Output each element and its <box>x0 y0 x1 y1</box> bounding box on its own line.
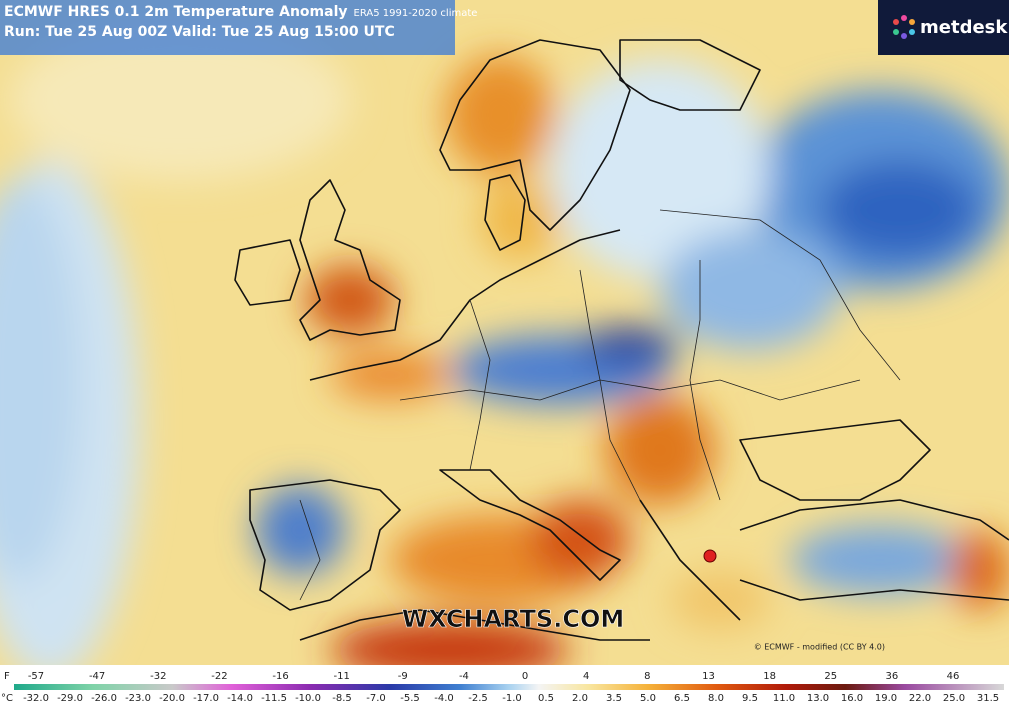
colorbar-c-label: 8.0 <box>708 693 724 704</box>
colorbar-f-label: 0 <box>522 671 528 682</box>
colorbar-c-label: 0.5 <box>538 693 554 704</box>
borders <box>299 209 901 601</box>
colorbar-f-label: -47 <box>89 671 105 682</box>
colorbar-c-label: 3.5 <box>606 693 622 704</box>
location-marker <box>703 549 717 563</box>
colorbar-c-labels: -32.0 -29.0 -26.0 -23.0 -20.0 -17.0 -14.0 -11.5… <box>23 693 999 704</box>
colorbar-f-labels: -57 -47 -32 -22 -16 -11 -9 -4 0 4 8 13 18 25 36 46 <box>28 671 960 682</box>
colorbar-c-label: 6.5 <box>674 693 690 704</box>
colorbar-strip <box>14 684 1004 690</box>
colorbar-c-label: -20.0 <box>159 693 185 704</box>
credit: © ECMWF - modified (CC BY 4.0) <box>754 643 885 652</box>
colorbar-c-label: 2.0 <box>572 693 588 704</box>
colorbar-f-unit: F <box>4 671 10 682</box>
colorbar-c-label: -4.0 <box>434 693 454 704</box>
colorbar-c-label: -10.0 <box>295 693 321 704</box>
colorbar-c-label: -7.0 <box>366 693 386 704</box>
colorbar-c-label: -29.0 <box>57 693 83 704</box>
colorbar-c-label: -1.0 <box>502 693 522 704</box>
colorbar-f-label: 36 <box>885 671 898 682</box>
colorbar-c-label: 22.0 <box>909 693 931 704</box>
colorbar-c-label: 19.0 <box>875 693 897 704</box>
colorbar-c-label: -32.0 <box>23 693 49 704</box>
colorbar-f-label: -32 <box>150 671 166 682</box>
colorbar-c-label: 5.0 <box>640 693 656 704</box>
colorbar-c-label: -26.0 <box>91 693 117 704</box>
colorbar-f-label: -57 <box>28 671 44 682</box>
colorbar-f-label: 18 <box>763 671 776 682</box>
logo-icon <box>893 15 915 39</box>
colorbar-c-label: -14.0 <box>227 693 253 704</box>
logo-box <box>878 0 1009 55</box>
colorbar-f-label: -22 <box>211 671 227 682</box>
colorbar-f-label: 8 <box>644 671 650 682</box>
colorbar-f-label: 25 <box>824 671 837 682</box>
colorbar-f-label: -4 <box>459 671 469 682</box>
colorbar-c-label: 16.0 <box>841 693 863 704</box>
map-title: ECMWF HRES 0.1 2m Temperature Anomaly <box>4 4 348 20</box>
colorbar-f-label: 46 <box>947 671 960 682</box>
colorbar-c-label: -17.0 <box>193 693 219 704</box>
anomaly-field <box>0 20 1009 680</box>
colorbar-c-label: -8.5 <box>332 693 352 704</box>
colorbar-c-label: -2.5 <box>468 693 488 704</box>
colorbar-c-label: -23.0 <box>125 693 151 704</box>
colorbar-c-label: 9.5 <box>742 693 758 704</box>
climate-note: ERA5 1991-2020 climate <box>354 8 478 19</box>
colorbar-f-label: -9 <box>398 671 408 682</box>
coastlines <box>234 39 1009 641</box>
colorbar-c-label: -11.5 <box>261 693 287 704</box>
colorbar-c-label: 11.0 <box>773 693 795 704</box>
colorbar-f-label: -16 <box>272 671 288 682</box>
colorbar-c-label: 25.0 <box>943 693 965 704</box>
colorbar-c-label: 13.0 <box>807 693 829 704</box>
colorbar-c-label: 31.5 <box>977 693 999 704</box>
colorbar-f-label: 4 <box>583 671 589 682</box>
run-info: Run: Tue 25 Aug 00Z Valid: Tue 25 Aug 15… <box>4 24 395 40</box>
header-band <box>0 0 455 55</box>
logo-text: metdesk <box>920 17 1008 38</box>
colorbar-c-unit: °C <box>1 693 13 704</box>
colorbar-f-label: 13 <box>702 671 715 682</box>
colorbar-c-label: -5.5 <box>400 693 420 704</box>
colorbar-f-label: -11 <box>333 671 349 682</box>
watermark: WXCHARTS.COM <box>402 605 624 633</box>
